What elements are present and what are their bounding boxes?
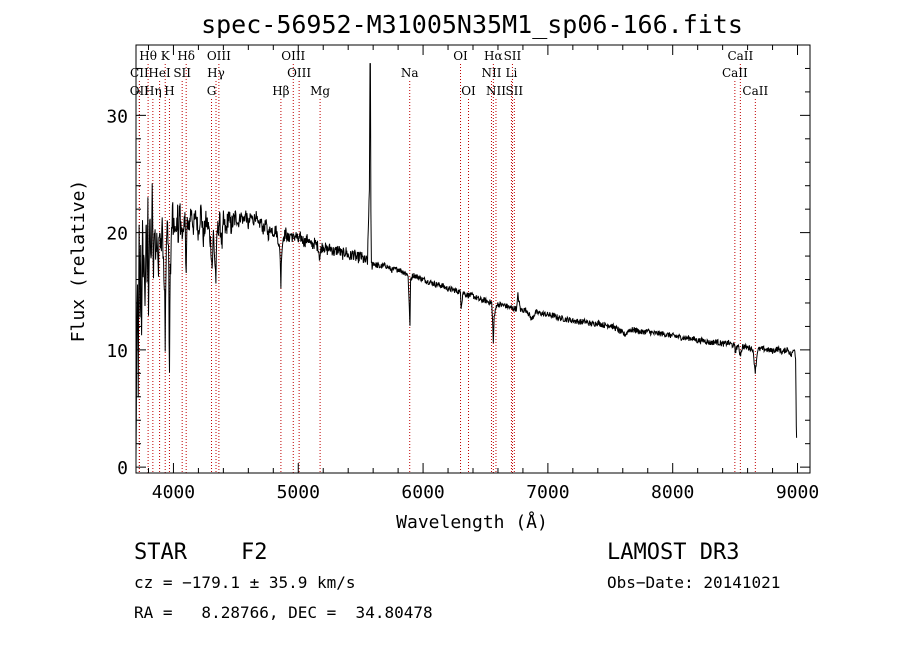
y-tick-label: 0 — [117, 458, 128, 479]
spectral-line-label: OIII — [281, 49, 305, 63]
spectral-line-label: H — [164, 84, 174, 98]
object-subclass: F2 — [241, 540, 268, 565]
spectral-line-label: CaII — [742, 84, 768, 98]
x-tick-label: 9000 — [776, 482, 819, 503]
spectral-line-label: CaII — [727, 49, 753, 63]
x-tick-label: 8000 — [651, 482, 694, 503]
survey-name: LAMOST DR3 — [607, 540, 740, 565]
spectrum-line — [135, 63, 798, 458]
spectral-line-label: Hδ — [177, 49, 195, 63]
y-axis-ticks: 0 10 20 30 — [106, 44, 810, 479]
x-tick-label: 4000 — [152, 482, 195, 503]
spectral-line-label: Hθ — [139, 49, 157, 63]
spectral-line-label: OIII — [287, 66, 311, 80]
spectral-line-label: SII — [504, 49, 522, 63]
spectral-line-label: Hγ — [207, 66, 225, 80]
spectral-line-label: SII — [505, 84, 523, 98]
spectral-line-label: G — [207, 84, 217, 98]
spectral-line-label: CaII — [722, 66, 748, 80]
object-class: STAR — [134, 540, 187, 565]
spectral-line-markers — [138, 64, 756, 473]
spectral-line-label: OIII — [207, 49, 231, 63]
x-tick-label: 6000 — [401, 482, 444, 503]
spectral-line-label: HeI — [148, 66, 171, 80]
y-axis-label: Flux (relative) — [68, 180, 89, 343]
spectral-line-label: Hη — [144, 84, 162, 98]
spectral-line-label: OI — [461, 84, 476, 98]
plot-frame — [135, 44, 811, 474]
y-tick-label: 20 — [106, 224, 128, 245]
x-tick-label: 7000 — [526, 482, 569, 503]
coordinates: RA = 8.28766, DEC = 34.80478 — [134, 603, 433, 622]
spectral-line-label: K — [161, 49, 171, 63]
spectral-line-label: Hα — [484, 49, 503, 63]
spectral-line-label: SII — [173, 66, 191, 80]
y-tick-label: 10 — [106, 341, 128, 362]
spectral-line-label: OII — [130, 84, 150, 98]
x-axis-ticks: 4000 5000 6000 7000 8000 9000 — [147, 45, 819, 503]
spectral-line-label: Na — [401, 66, 419, 80]
chart-title: spec-56952-M31005N35M1_sp06-166.fits — [201, 10, 743, 39]
spectral-line-label: NII — [486, 84, 506, 98]
redshift-velocity: cz = −179.1 ± 35.9 km/s — [134, 573, 356, 592]
x-tick-label: 5000 — [277, 482, 320, 503]
spectral-line-label: CII — [130, 66, 149, 80]
spectral-line-label: NII — [481, 66, 501, 80]
spectral-line-label: OI — [453, 49, 468, 63]
x-axis-label: Wavelength (Å) — [396, 511, 548, 533]
spectral-line-label: Mg — [310, 84, 330, 98]
observation-date: Obs−Date: 20141021 — [607, 573, 781, 592]
spectral-line-label: Hβ — [272, 84, 289, 98]
y-tick-label: 30 — [106, 106, 128, 127]
spectral-line-label: Li — [506, 66, 518, 80]
